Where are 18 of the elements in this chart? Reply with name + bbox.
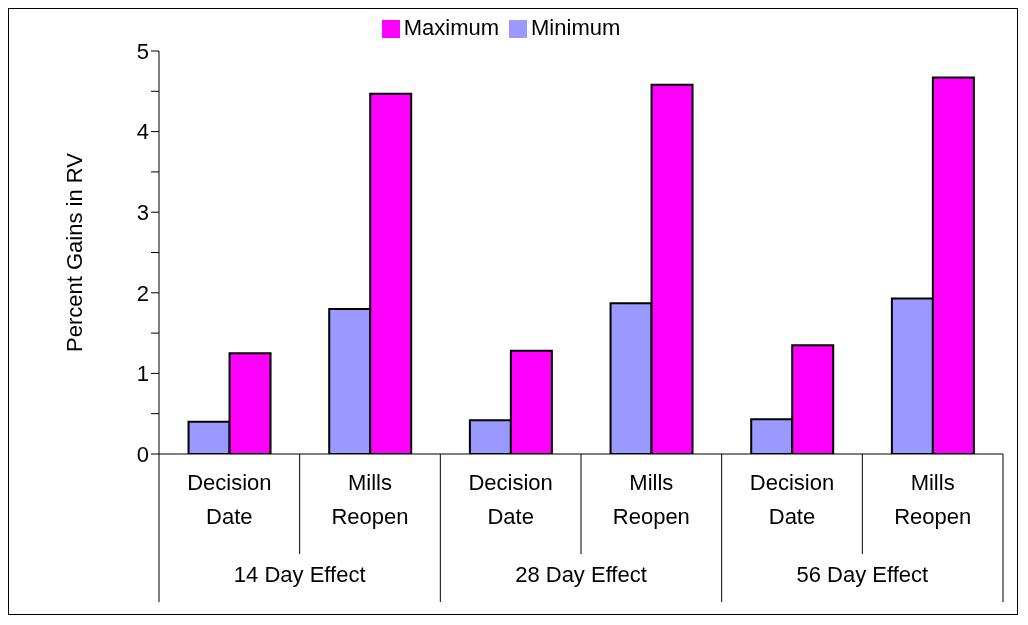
legend-label: Minimum <box>531 15 621 40</box>
text: 28 Day Effect <box>515 562 647 587</box>
y-tick-label: 2 <box>136 280 149 306</box>
x-tick-label: Decision Date <box>187 470 272 529</box>
x-tick-label: Decision Date <box>468 470 553 529</box>
x-tick-label: Decision Date <box>749 470 835 529</box>
x-tick-label: Mills Reopen <box>894 470 972 529</box>
y-tick-label: 1 <box>136 361 149 387</box>
y-axis-title: Percent Gains in RV <box>61 152 87 352</box>
y-tick-label: 0 <box>136 441 149 467</box>
text: 14 Day Effect <box>233 562 366 587</box>
y-tick-label: 3 <box>136 200 149 226</box>
text: 56 Day Effect <box>796 562 929 587</box>
x-tick-label: Mills Reopen <box>612 470 690 529</box>
y-tick-label: 5 <box>136 38 149 64</box>
y-tick-label: 4 <box>136 119 149 145</box>
legend-label: Maximum <box>403 15 500 40</box>
x-tick-label: Mills Reopen <box>331 470 409 529</box>
